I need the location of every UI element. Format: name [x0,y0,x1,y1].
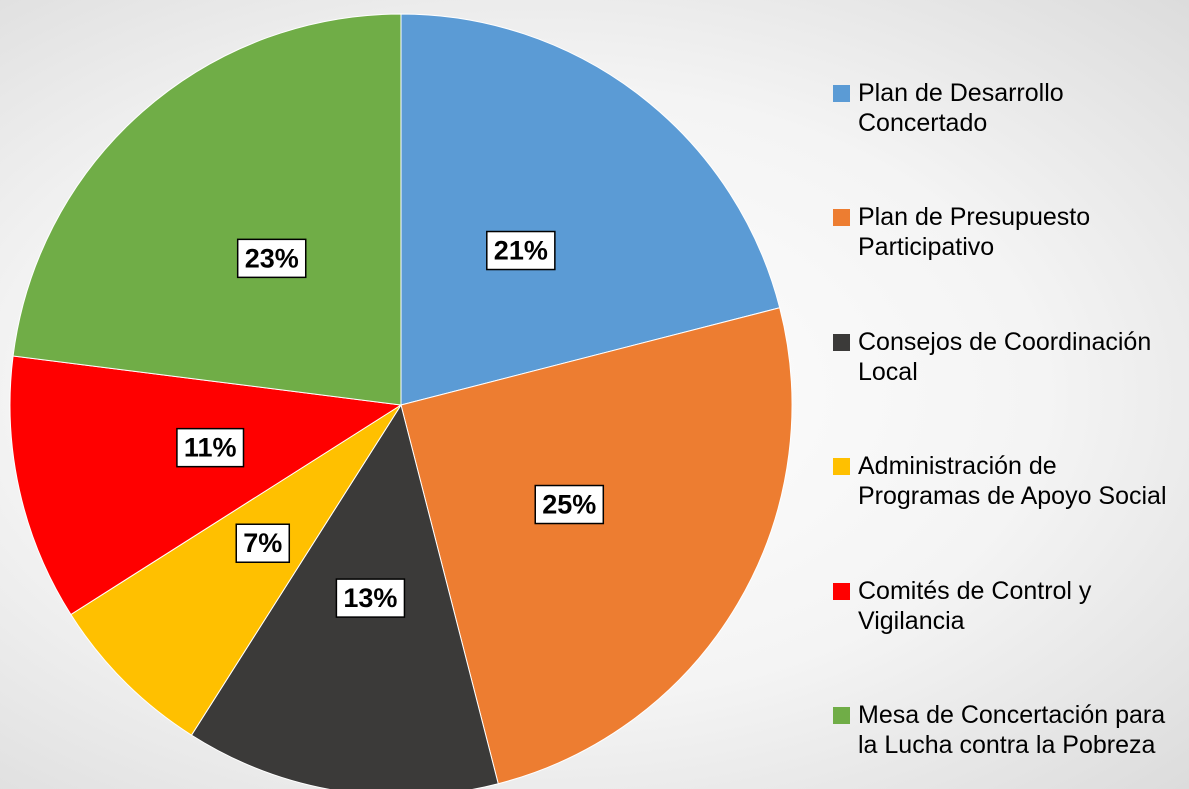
data-label: 7% [235,523,291,563]
data-label-text: 13% [343,583,397,613]
pie-slice [12,13,402,406]
data-label-box [534,484,605,525]
legend-label: Consejos de Coordinación Local [858,327,1152,386]
legend-swatch [833,458,850,476]
legend-swatch [833,85,850,102]
pie-slice [9,355,403,616]
legend-label: Comités de Control y Vigilancia [858,576,1092,635]
legend-item: Plan de Desarrollo Concertado [833,78,1183,138]
data-label-text: 21% [494,236,548,266]
data-label: 23% [236,238,307,279]
legend-item: Administración de Programas de Apoyo Soc… [833,451,1183,511]
data-label: 13% [335,578,406,618]
data-label-box [235,523,291,563]
legend: Plan de Desarrollo Concertado Plan de Pre… [833,78,1183,760]
legend-item: Mesa de Concertación para la Lucha contr… [833,700,1183,760]
data-label-text: 23% [245,243,299,273]
data-label-text: 11% [184,433,237,463]
pie-slice [400,13,781,406]
data-label-box [335,578,406,618]
pie-area: 21% 25% 13% 7% 11% 23% [9,13,793,789]
data-label-box [236,238,307,279]
legend-item: Consejos de Coordinación Local [833,327,1183,387]
pie-slice [400,307,793,785]
data-label-box [486,230,556,271]
data-label-box [176,427,245,468]
legend-item: Plan de Presupuesto Participativo [833,202,1183,262]
data-label: 25% [534,484,605,525]
legend-swatch [833,209,850,227]
legend-label: Administración de Programas de Apoyo Soc… [858,452,1167,511]
legend-swatch [833,706,850,724]
data-label: 21% [486,230,556,271]
data-label: 11% [176,427,245,468]
pie-slice [70,404,402,736]
legend-item: Comités de Control y Vigilancia [833,576,1183,636]
data-label-text: 7% [243,528,282,558]
legend-label: Plan de Desarrollo Concertado [858,79,1064,137]
data-label-text: 25% [542,490,596,520]
legend-label: Plan de Presupuesto Participativo [858,203,1091,262]
legend-label: Mesa de Concertación para la Lucha contr… [858,700,1166,759]
legend-swatch [833,582,850,600]
legend-swatch [833,333,850,351]
